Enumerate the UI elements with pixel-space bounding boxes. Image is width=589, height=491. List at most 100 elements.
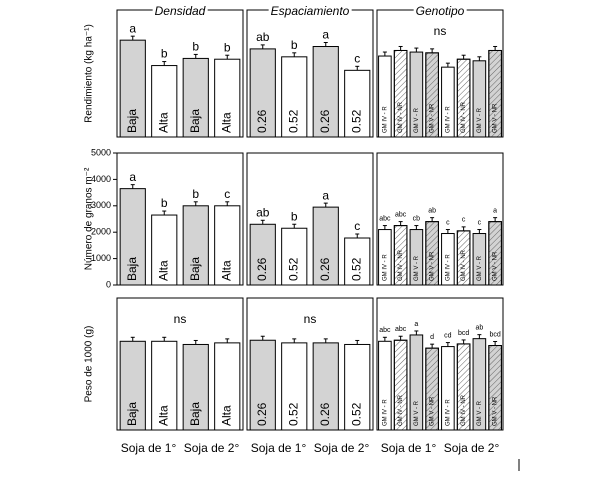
significance-letter: abc	[379, 215, 391, 222]
bar	[312, 342, 339, 431]
significance-letter: a	[129, 21, 136, 35]
annotation: ns	[434, 24, 447, 38]
bar-label: Alta	[156, 405, 170, 426]
significance-letter: a	[322, 188, 329, 202]
bar-label: GM V - R	[414, 400, 420, 426]
bar	[182, 343, 209, 431]
significance-letter: b	[224, 40, 231, 54]
bar-label: GM IV - R	[382, 106, 388, 133]
significance-letter: b	[291, 38, 298, 52]
significance-letter: cd	[444, 332, 452, 339]
bar	[249, 48, 276, 138]
bar-label: GM V - NR	[493, 396, 499, 426]
bar-label: GM V - NR	[430, 396, 436, 426]
bar-label: GM V - R	[477, 107, 483, 133]
y-axis-label: Peso de 1000 (g)	[84, 326, 95, 403]
x-group-label: Soja de 2°	[444, 441, 500, 455]
bar-label: 0.26	[318, 402, 332, 426]
significance-letter: bcd	[458, 330, 469, 337]
bar-label: GM IV - R	[445, 254, 451, 281]
significance-letter: bcd	[489, 331, 500, 338]
significance-letter: c	[224, 187, 230, 201]
title-bg	[268, 4, 352, 19]
bar-label: GM V - NR	[430, 251, 436, 281]
bar-label: GM IV - NR	[461, 249, 467, 281]
bar	[344, 69, 371, 138]
bar	[214, 58, 241, 138]
annotation: ns	[174, 312, 187, 326]
bar-label: 0.26	[318, 257, 332, 281]
bar	[119, 340, 146, 431]
bar-label: 0.26	[255, 109, 269, 133]
significance-letter: ab	[256, 30, 270, 44]
bar-label: GM IV - NR	[461, 101, 467, 133]
x-group-label: Soja de 2°	[184, 441, 240, 455]
significance-letter: cb	[413, 215, 421, 222]
bar-label: GM V - R	[414, 107, 420, 133]
bar	[344, 343, 371, 431]
bar-label: GM IV - R	[382, 399, 388, 426]
bar-label: GM IV - R	[382, 254, 388, 281]
significance-letter: c	[462, 217, 466, 224]
significance-letter: b	[291, 209, 298, 223]
bar-label: 0.52	[349, 402, 363, 426]
bar-label: Baja	[188, 109, 202, 133]
significance-letter: c	[354, 51, 360, 65]
significance-letter: a	[322, 28, 329, 42]
bar-label: GM IV - R	[445, 399, 451, 426]
bar-label: 0.26	[255, 402, 269, 426]
significance-letter: b	[192, 187, 199, 201]
bar-label: Baja	[125, 257, 139, 281]
bar-label: 0.52	[286, 109, 300, 133]
x-group-label: Soja de 1°	[121, 441, 177, 455]
bar-label: 0.52	[349, 257, 363, 281]
significance-letter: abc	[379, 327, 391, 334]
significance-letter: c	[446, 219, 450, 226]
bar-label: 0.52	[286, 402, 300, 426]
y-tick-label: 3000	[91, 200, 111, 210]
panel-title: Genotipo	[416, 4, 465, 18]
bar-label: Baja	[188, 402, 202, 426]
y-tick-label: 5000	[91, 147, 111, 157]
panel-title: Densidad	[155, 4, 206, 18]
bar	[119, 188, 146, 286]
bar-label: GM IV - NR	[461, 394, 467, 426]
significance-letter: b	[192, 40, 199, 54]
significance-letter: ab	[256, 205, 270, 219]
bar-label: Alta	[156, 112, 170, 133]
bar	[312, 206, 339, 286]
x-group-label: Soja de 1°	[381, 441, 437, 455]
title-bg	[152, 4, 208, 19]
x-group-label: Soja de 2°	[314, 441, 370, 455]
bar-label: Baja	[125, 109, 139, 133]
significance-letter: abc	[395, 326, 407, 333]
significance-letter: c	[478, 219, 482, 226]
bar-label: GM IV - NR	[398, 249, 404, 281]
bar-label: 0.52	[349, 109, 363, 133]
bar-label: GM IV - R	[445, 106, 451, 133]
y-axis-label: Número de granos m⁻²	[84, 167, 95, 270]
significance-letter: ab	[475, 324, 483, 331]
bar-label: 0.26	[318, 109, 332, 133]
bar-label: GM V - R	[477, 255, 483, 281]
y-axis-label: Rendimiento (kg ha⁻¹)	[84, 24, 95, 123]
bar-label: GM V - R	[477, 400, 483, 426]
significance-letter: a	[493, 207, 497, 214]
bar	[182, 205, 209, 286]
bar-label: GM V - NR	[430, 103, 436, 133]
significance-letter: a	[414, 321, 418, 328]
significance-letter: b	[161, 196, 168, 210]
bar	[214, 205, 241, 286]
bar-label: Alta	[219, 260, 233, 281]
bar-label: Alta	[156, 260, 170, 281]
bar-label: GM V - NR	[493, 103, 499, 133]
bar	[214, 342, 241, 431]
significance-letter: a	[129, 170, 136, 184]
y-tick-label: 1000	[91, 253, 111, 263]
bar-label: GM IV - NR	[398, 394, 404, 426]
annotation: ns	[304, 312, 317, 326]
bar-label: 0.52	[286, 257, 300, 281]
bar	[151, 65, 178, 138]
bar	[312, 46, 339, 138]
